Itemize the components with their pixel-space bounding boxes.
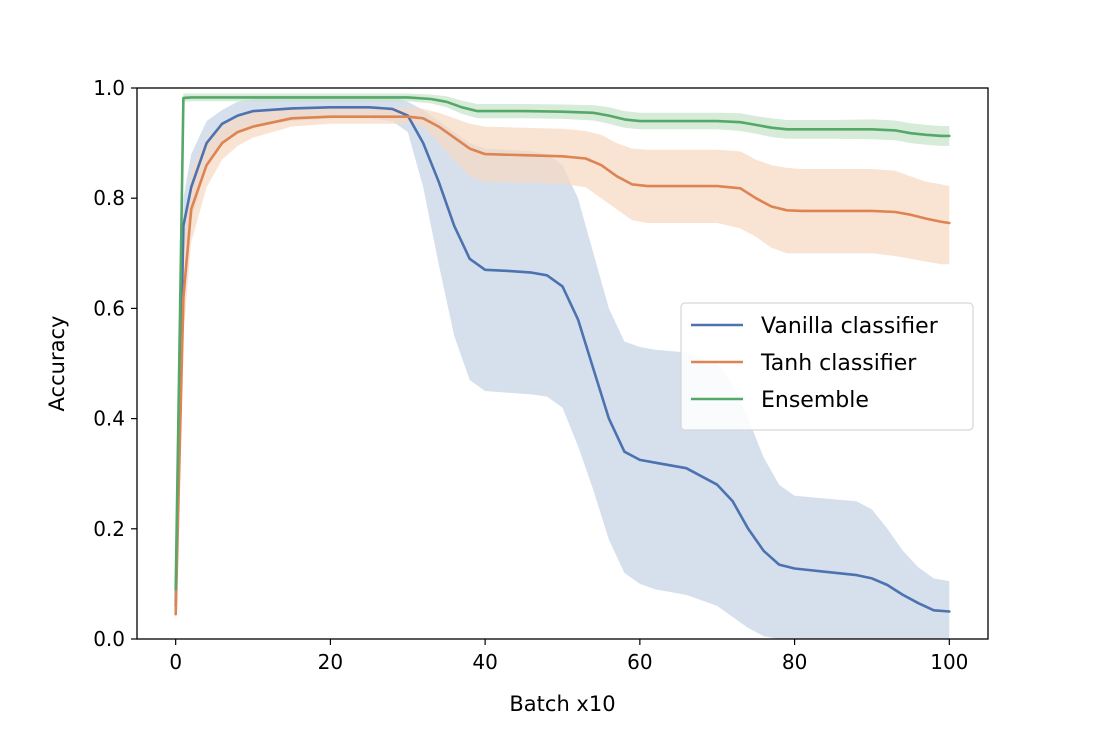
x-axis-ticks: 0 20 40 60 80 100 <box>169 639 968 674</box>
y-tick-label: 0.0 <box>93 627 125 651</box>
x-tick-label: 60 <box>627 650 652 674</box>
x-tick-label: 40 <box>472 650 497 674</box>
vanilla-classifier-line <box>174 106 951 613</box>
y-axis-ticks: 0.0 0.2 0.4 0.6 0.8 1.0 <box>93 76 137 651</box>
ensemble-line <box>174 96 951 591</box>
legend: Vanilla classifier Tanh classifier Ensembl… <box>680 302 974 431</box>
series-lines <box>174 96 951 616</box>
plot-frame <box>136 87 989 640</box>
confidence-bands <box>175 93 950 640</box>
y-tick-label: 0.2 <box>93 517 125 541</box>
legend-label-ensemble: Ensemble <box>761 388 869 413</box>
y-tick-label: 1.0 <box>93 76 125 100</box>
legend-box <box>680 302 974 431</box>
y-tick-label: 0.8 <box>93 186 125 210</box>
x-tick-label: 100 <box>930 650 968 674</box>
y-axis-label: Accuracy <box>45 316 69 412</box>
vanilla-classifier-band <box>175 96 950 640</box>
x-tick-label: 20 <box>318 650 343 674</box>
tanh-classifier-line <box>174 115 951 616</box>
x-tick-label: 0 <box>169 650 182 674</box>
legend-label-vanilla-classifier: Vanilla classifier <box>761 314 939 339</box>
x-axis-label: Batch x10 <box>509 692 615 716</box>
y-tick-label: 0.4 <box>93 407 125 431</box>
tanh-classifier-band <box>175 107 950 623</box>
y-tick-label: 0.6 <box>93 296 125 320</box>
x-tick-label: 80 <box>782 650 807 674</box>
legend-label-tanh-classifier: Tanh classifier <box>760 351 917 376</box>
